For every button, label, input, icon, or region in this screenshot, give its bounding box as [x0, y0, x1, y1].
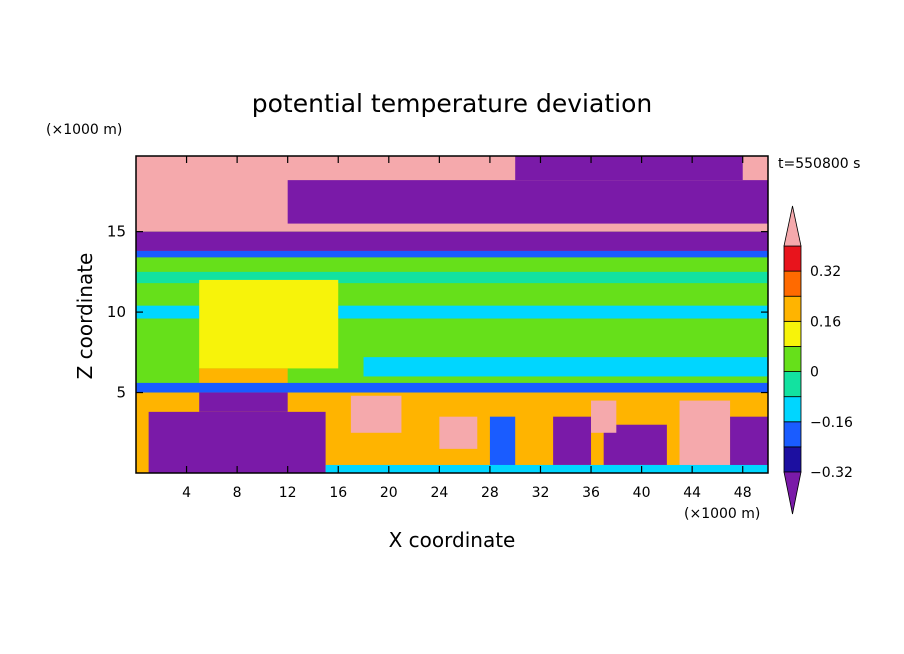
- field-region-3: [515, 156, 743, 181]
- x-unit-label: (×1000 m): [684, 506, 760, 522]
- field-region-2: [287, 180, 768, 224]
- field-region-14: [199, 392, 288, 412]
- colorbar-bin: [783, 446, 802, 473]
- colorbar-tick-label: 0: [810, 365, 819, 381]
- x-tick-label: 44: [683, 485, 701, 501]
- plot-frame: [135, 155, 769, 474]
- field-region-11: [136, 382, 768, 393]
- colorbar-bin: [783, 245, 802, 272]
- x-tick-label: 20: [380, 485, 398, 501]
- y-tick-label: 10: [107, 303, 126, 321]
- field-region-5: [136, 250, 768, 258]
- colorbar-bin: [783, 270, 802, 297]
- x-tick-label: 8: [233, 485, 242, 501]
- field-region-23: [325, 464, 768, 473]
- colorbar-tick-label: 0.16: [810, 314, 841, 330]
- colorbar-bin: [783, 396, 802, 423]
- x-tick-label: 16: [329, 485, 347, 501]
- field-region-22: [730, 416, 768, 473]
- colorbar-tick-label: −0.32: [810, 465, 853, 481]
- colorbar-bin: [783, 371, 802, 398]
- colorbar-tick-label: −0.16: [810, 415, 853, 431]
- field-region-15: [350, 395, 402, 433]
- colorbar-bin: [783, 346, 802, 372]
- colorbar-bin: [783, 320, 802, 347]
- field-region-4: [136, 231, 768, 251]
- field-region-20: [591, 400, 617, 433]
- x-tick-label: 36: [582, 485, 600, 501]
- x-axis-label: X coordinate: [389, 528, 516, 552]
- time-label: t=550800 s: [778, 156, 860, 172]
- x-tick-label: 40: [633, 485, 651, 501]
- colorbar-bottom-arrow: [783, 471, 802, 515]
- y-unit-label: (×1000 m): [46, 122, 122, 138]
- colorbar-top-arrow: [783, 205, 802, 247]
- field-region-21: [679, 400, 731, 473]
- colorbar-bin: [783, 421, 802, 448]
- x-tick-label: 4: [182, 485, 191, 501]
- field-region-17: [489, 416, 516, 473]
- x-tick-label: 12: [279, 485, 297, 501]
- y-tick-label: 15: [107, 223, 126, 241]
- colorbar-bin: [783, 295, 802, 322]
- x-tick-label: 28: [481, 485, 499, 501]
- contour-field: [136, 156, 768, 473]
- x-tick-label: 32: [532, 485, 550, 501]
- field-region-18: [553, 416, 592, 465]
- y-axis-label: Z coordinate: [73, 253, 97, 380]
- y-tick-label: 5: [116, 384, 126, 402]
- field-region-10: [363, 357, 768, 377]
- chart-title: potential temperature deviation: [252, 89, 652, 118]
- field-region-6: [136, 271, 768, 284]
- colorbar-tick-label: 0.32: [810, 264, 841, 280]
- field-region-16: [439, 416, 478, 449]
- field-region-8: [199, 279, 339, 369]
- x-axis: 4 8 12 16 20 24 28 32 36 40 44 48: [182, 156, 752, 501]
- y-axis: 5 10 15: [107, 223, 768, 402]
- field-region-13: [148, 411, 326, 473]
- x-tick-label: 24: [430, 485, 448, 501]
- x-tick-label: 48: [734, 485, 752, 501]
- colorbar: 0.32 0.16 0 −0.16 −0.32: [783, 205, 853, 515]
